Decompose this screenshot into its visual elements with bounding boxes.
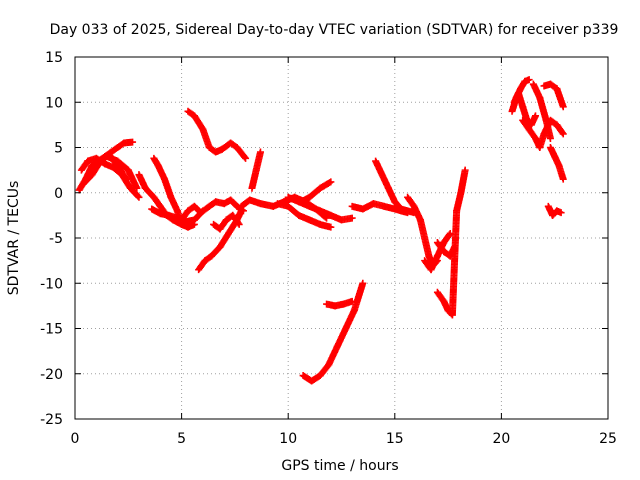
grid-lines xyxy=(75,57,608,419)
data-point-marker xyxy=(256,148,264,156)
data-point-marker xyxy=(559,103,567,111)
x-tick-label: 25 xyxy=(599,431,617,447)
data-point-marker xyxy=(235,220,243,228)
series-s21 xyxy=(404,193,441,269)
data-point-marker xyxy=(559,130,567,138)
series-s11 xyxy=(184,107,250,162)
data-point-marker xyxy=(327,178,335,186)
data-point-marker xyxy=(135,193,143,201)
data-point-marker xyxy=(558,129,566,137)
y-tick-label: -5 xyxy=(49,231,63,247)
data-point-marker xyxy=(234,219,242,227)
data-point-marker xyxy=(327,223,335,231)
x-axis-label: GPS time / hours xyxy=(281,458,398,474)
series-s20 xyxy=(372,157,418,217)
series-s31 xyxy=(544,202,565,219)
data-point-marker xyxy=(546,134,554,142)
data-point-marker xyxy=(348,297,356,305)
y-tick-labels: -25 -20 -15 -10 -5 0 5 10 15 xyxy=(40,50,63,428)
data-point-marker xyxy=(461,166,469,174)
data-point-marker xyxy=(241,153,249,161)
series-s04 xyxy=(103,153,141,192)
chart-title: Day 033 of 2025, Sidereal Day-to-day VTE… xyxy=(50,22,619,38)
y-tick-label: -10 xyxy=(40,276,63,292)
series-s15 xyxy=(284,193,356,224)
x-tick-label: 5 xyxy=(177,431,186,447)
y-tick-label: 15 xyxy=(45,50,63,66)
data-point-marker xyxy=(348,214,356,222)
x-tick-labels: 0 5 10 15 20 25 xyxy=(71,431,617,447)
series-s10 xyxy=(210,211,243,233)
series-s29 xyxy=(540,80,567,111)
x-tick-label: 15 xyxy=(386,431,404,447)
series-s16 xyxy=(297,178,335,206)
axis-ticks xyxy=(74,56,609,420)
series-s30 xyxy=(546,144,567,183)
data-series xyxy=(75,76,567,385)
x-tick-label: 0 xyxy=(71,431,80,447)
data-point-marker xyxy=(557,209,565,217)
y-tick-label: -20 xyxy=(40,367,63,383)
data-point-marker xyxy=(532,112,540,120)
data-point-marker xyxy=(559,175,567,183)
series-s12 xyxy=(248,148,264,192)
y-tick-label: -15 xyxy=(40,322,63,338)
y-tick-label: 10 xyxy=(45,95,63,111)
series-s18 xyxy=(323,297,356,310)
x-tick-label: 20 xyxy=(492,431,510,447)
data-point-marker xyxy=(134,192,142,200)
series-s24 xyxy=(433,166,469,319)
data-point-marker xyxy=(122,175,130,183)
y-tick-label: 0 xyxy=(54,186,63,202)
data-point-marker xyxy=(129,138,137,146)
series-s26 xyxy=(510,89,540,129)
y-axis-label: SDTVAR / TECUs xyxy=(6,181,22,296)
data-point-marker xyxy=(525,76,533,84)
data-point-marker xyxy=(242,154,250,162)
y-tick-label: 5 xyxy=(54,141,63,157)
x-tick-label: 10 xyxy=(279,431,297,447)
data-point-marker xyxy=(445,231,453,239)
series-s14 xyxy=(274,200,335,231)
data-point-marker xyxy=(359,279,367,287)
y-tick-label: -25 xyxy=(40,412,63,428)
series-s19 xyxy=(348,200,412,217)
series-s17 xyxy=(299,279,367,385)
series-s28 xyxy=(529,80,554,142)
series-s08 xyxy=(178,196,247,224)
series-s27 xyxy=(519,116,567,151)
series-s09 xyxy=(195,207,245,274)
data-point-marker xyxy=(133,184,141,192)
